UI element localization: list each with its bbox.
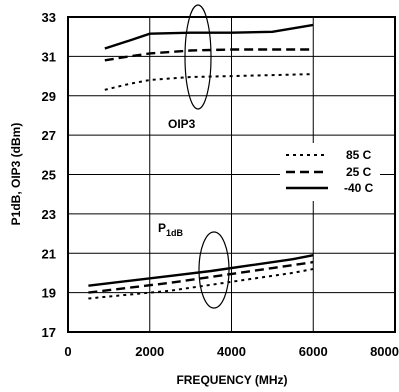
y-tick-label: 23 [42,207,56,222]
p1db-ellipse [198,231,230,309]
legend: 85 C 25 C -40 C [280,143,380,201]
x-tick-label: 6000 [299,344,328,359]
y-tick-label: 33 [42,10,56,25]
series-layer [88,23,314,300]
p1db-label-sub: 1dB [166,228,184,238]
legend-label-25c: 25 C [346,165,372,179]
p1db-label-main: P [158,221,166,235]
y-tick-label: 29 [42,89,56,104]
x-tick-label: 0 [64,344,71,359]
x-axis-title: FREQUENCY (MHz) [176,373,287,387]
y-tick-label: 21 [42,246,56,261]
series-line-oip3-25-c [104,48,314,62]
x-tick-label: 2000 [135,344,164,359]
x-tick-label: 8000 [370,344,399,359]
y-tick-label: 27 [42,128,56,143]
y-tick-label: 31 [42,49,56,64]
plot-frame [67,16,396,333]
oip3-label: OIP3 [168,117,196,131]
legend-label-85c: 85 C [346,148,372,162]
y-axis-title: P1dB, OIP3 (dBm) [9,123,23,226]
legend-label-minus40c: -40 C [344,181,374,195]
series-line-oip3-40-c [104,23,314,50]
oip3-ellipse [184,4,212,110]
y-tick-label: 17 [42,325,56,340]
series-line-oip3-85-c [104,73,314,91]
tick-layer: 17 19 21 23 25 27 29 31 33 0 2000 4000 6000 8000 [42,10,399,359]
y-tick-label: 19 [42,286,56,301]
legend-background [280,143,380,201]
series-line-p1db-40-c [88,254,314,287]
y-tick-label: 25 [42,168,56,183]
p1db-label: P1dB [158,221,184,238]
x-tick-label: 4000 [217,344,246,359]
